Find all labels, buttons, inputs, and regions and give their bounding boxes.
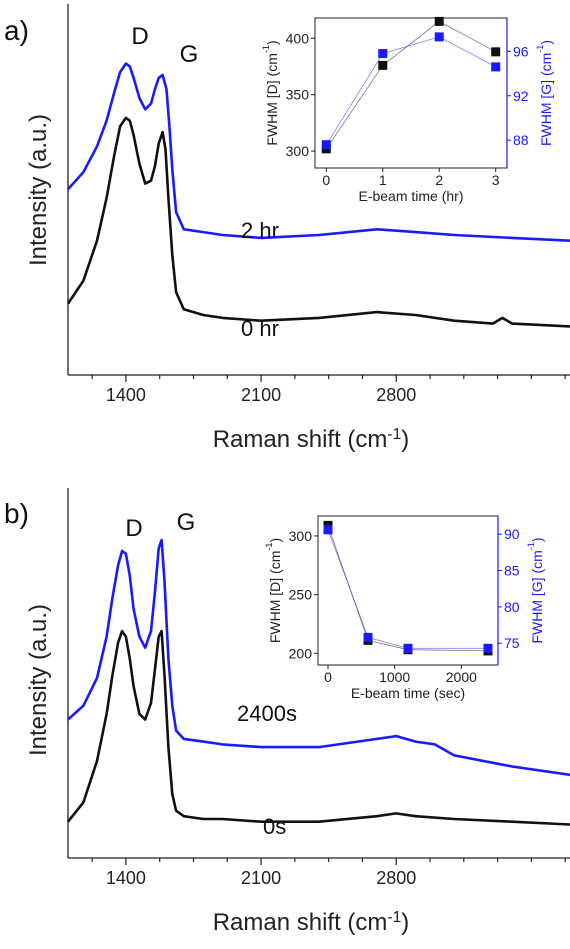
inset-frame [314, 17, 508, 169]
inset-right-label: FWHM [G] (cm-1) [526, 537, 545, 643]
y-axis-label: Intensity (a.u.) [25, 114, 52, 266]
inset-right-tick-label: 88 [513, 132, 529, 148]
inset-x-tick-label: 1 [379, 172, 387, 188]
inset-d-marker [378, 60, 388, 70]
x-tick-label: 1400 [106, 868, 146, 888]
x-tick-label: 2100 [241, 385, 281, 405]
inset-right-label-end: ) [538, 40, 554, 45]
inset-right-tick-label: 90 [504, 526, 520, 542]
x-axis-label-end: ) [401, 426, 409, 453]
x-axis-label-main: Raman shift (cm [213, 909, 388, 936]
y-axis-label: Intensity (a.u.) [25, 604, 52, 756]
inset-left-tick-label: 400 [286, 30, 310, 46]
panel-label: a) [4, 15, 29, 46]
series-label: 2400s [237, 701, 297, 726]
inset-left-label: FWHM [D] (cm-1) [264, 538, 283, 643]
series-line-0-hr [66, 116, 570, 328]
inset-x-tick-label: 3 [492, 172, 500, 188]
inset-left-label-main: FWHM [D] (cm [264, 53, 280, 146]
inset-d-marker [491, 47, 501, 57]
peak-label-G: G [180, 41, 199, 68]
x-tick-label: 2800 [376, 868, 416, 888]
inset-x-tick-label: 1000 [379, 669, 410, 685]
inset-frame [317, 515, 499, 666]
inset-left-tick-label: 300 [286, 143, 310, 159]
inset-chart: 0 1 2 3 300 350 400 88 92 96 E-beam time (hr) FWHM … [261, 16, 554, 204]
series-line-2400s [67, 538, 570, 777]
x-tick-label: 1400 [106, 385, 146, 405]
inset-left-label-end: ) [267, 538, 283, 543]
inset-right-label-sup: -1 [535, 45, 545, 53]
peak-label-G: G [177, 509, 196, 536]
x-tick-label: 2100 [241, 868, 281, 888]
series-label: 0s [263, 814, 286, 839]
inset-left-tick-label: 200 [289, 645, 313, 661]
inset-left-tick-label: 300 [289, 528, 313, 544]
series-line-0s [66, 629, 570, 826]
inset-g-marker [378, 49, 388, 59]
inset-right-tick-label: 75 [504, 635, 520, 651]
inset-right-tick-label: 85 [504, 563, 520, 579]
series-line-2-hr [67, 62, 570, 242]
x-axis-label-sup: -1 [387, 909, 401, 926]
inset-x-tick-label: 0 [324, 669, 332, 685]
inset-left-label-sup: -1 [261, 45, 271, 53]
x-axis-label-end: ) [401, 909, 409, 936]
inset-d-marker [434, 16, 444, 26]
inset-right-tick-label: 92 [513, 88, 529, 104]
inset-right-label-end: ) [529, 537, 545, 542]
inset-right-label: FWHM [G] (cm-1) [535, 40, 554, 146]
inset-left-tick-label: 350 [286, 87, 310, 103]
panel-label: b) [4, 498, 29, 529]
inset-g-marker [434, 32, 444, 42]
inset-g-marker [323, 525, 333, 535]
inset-x-label: E-beam time (hr) [358, 188, 463, 204]
inset-g-marker [403, 643, 413, 653]
inset-left-tick-label: 250 [289, 587, 313, 603]
x-axis-label-main: Raman shift (cm [213, 426, 388, 453]
peak-label-D: D [125, 515, 142, 542]
x-tick-label: 2800 [376, 385, 416, 405]
inset-right-label-main: FWHM [G] (cm [529, 550, 545, 643]
inset-right-tick-label: 80 [504, 599, 520, 615]
series-label: 2 hr [241, 218, 279, 243]
inset-x-tick-label: 2 [435, 172, 443, 188]
series-label: 0 hr [241, 316, 279, 341]
inset-g-marker [483, 643, 493, 653]
inset-d-line [325, 20, 496, 150]
inset-left-label-end: ) [264, 40, 280, 45]
inset-right-label-main: FWHM [G] (cm [538, 53, 554, 146]
inset-g-line [325, 36, 496, 145]
peak-label-D: D [131, 23, 148, 50]
inset-left-label-sup: -1 [264, 543, 274, 551]
inset-x-tick-label: 0 [322, 172, 330, 188]
inset-right-tick-label: 96 [513, 43, 529, 59]
inset-g-marker [363, 632, 373, 642]
inset-left-label-main: FWHM [D] (cm [267, 551, 283, 644]
x-axis-label: Raman shift (cm-1) [213, 909, 410, 936]
inset-g-marker [491, 62, 501, 72]
inset-x-tick-label: 2000 [446, 669, 477, 685]
inset-left-label: FWHM [D] (cm-1) [261, 40, 280, 145]
inset-g-marker [321, 140, 331, 150]
x-axis-label: Raman shift (cm-1) [213, 426, 410, 453]
inset-chart: 0 1000 2000 200 250 300 75 80 85 90 E-beam time (s… [264, 515, 545, 701]
inset-right-label-sup: -1 [526, 542, 536, 550]
inset-g-line [327, 529, 488, 649]
inset-x-label: E-beam time (sec) [351, 685, 465, 701]
x-axis-label-sup: -1 [387, 426, 401, 443]
